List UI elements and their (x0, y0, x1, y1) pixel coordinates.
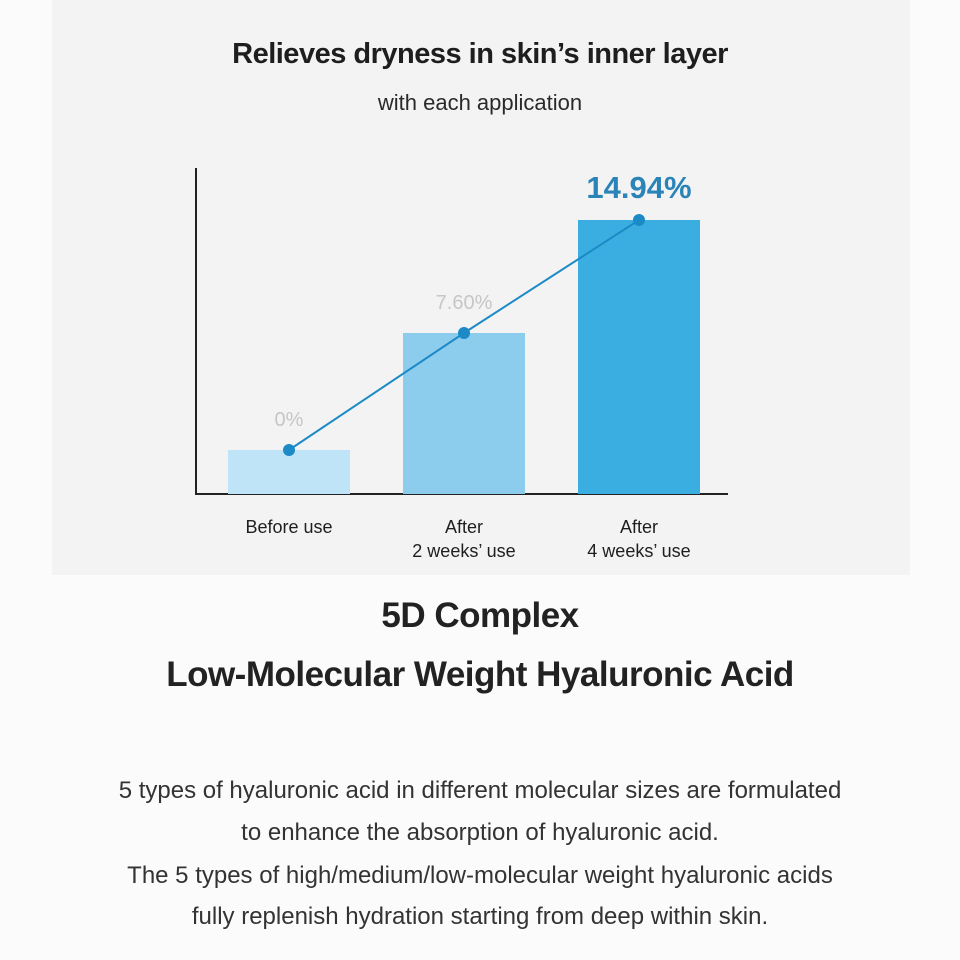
category-label: Before use (245, 517, 332, 537)
data-label: 14.94% (586, 170, 691, 205)
paragraph-line: to enhance the absorption of hyaluronic … (241, 819, 719, 846)
bar (228, 450, 350, 494)
chart-title: Relieves dryness in skin’s inner layer (232, 38, 728, 70)
category-label: 4 weeks’ use (587, 541, 690, 561)
trend-point (633, 214, 645, 226)
section-heading-line2: Low-Molecular Weight Hyaluronic Acid (166, 655, 794, 694)
paragraph-line: 5 types of hyaluronic acid in different … (118, 777, 842, 804)
data-label: 0% (275, 409, 304, 431)
section-heading-line1: 5D Complex (381, 596, 579, 635)
category-label: 2 weeks’ use (412, 541, 515, 561)
category-label: After (445, 517, 483, 537)
data-label: 7.60% (436, 292, 493, 314)
bar (578, 220, 700, 494)
trend-point (458, 326, 470, 339)
chart-subtitle: with each application (377, 90, 583, 115)
paragraph-line: The 5 types of high/medium/low-molecular… (127, 862, 833, 889)
bar-chart: 0% Before use 7.60% After 2 weeks’ use 14.94%… (195, 168, 728, 561)
paragraph-line: fully replenish hydration starting from … (191, 903, 769, 930)
category-label: After (620, 517, 658, 537)
bar (403, 332, 525, 494)
trend-point (283, 444, 295, 456)
